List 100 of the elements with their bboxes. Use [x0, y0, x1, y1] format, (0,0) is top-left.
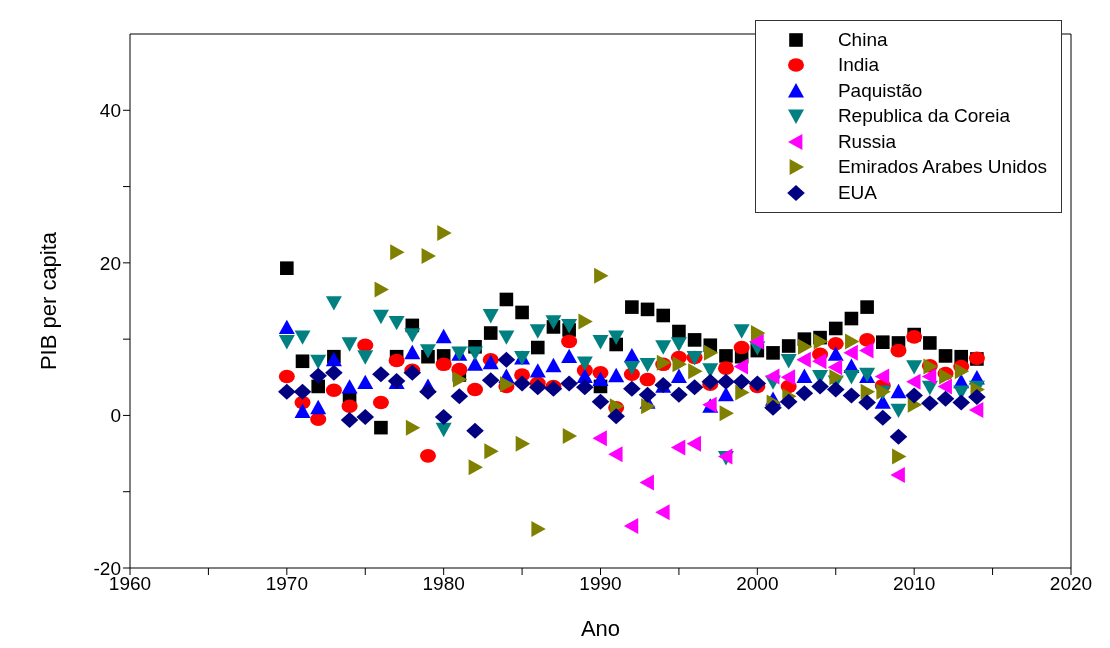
point — [640, 302, 655, 317]
point — [812, 353, 827, 370]
point — [858, 394, 876, 411]
point — [860, 300, 874, 314]
point — [390, 244, 405, 261]
point — [952, 394, 971, 411]
point — [374, 281, 389, 298]
point — [623, 518, 639, 535]
point — [513, 375, 531, 392]
point — [608, 446, 623, 463]
point — [811, 378, 829, 395]
point — [874, 409, 892, 426]
point — [889, 428, 908, 445]
point — [483, 326, 498, 340]
point — [641, 398, 656, 415]
point — [341, 399, 358, 414]
point — [795, 385, 814, 402]
point — [719, 405, 734, 422]
y-axis-title: PIB per capita — [35, 231, 61, 371]
point — [685, 379, 704, 396]
point — [576, 379, 594, 396]
point — [561, 319, 578, 334]
point — [859, 342, 874, 359]
point — [435, 357, 452, 372]
point — [733, 358, 749, 375]
point — [890, 466, 905, 483]
point — [781, 339, 796, 353]
point — [467, 356, 484, 371]
point — [468, 459, 484, 476]
point — [578, 313, 593, 330]
legend-label: Russia — [837, 130, 896, 153]
point — [670, 386, 688, 403]
point — [826, 381, 845, 398]
legend-label: EUA — [837, 181, 877, 204]
y-tick-label: 0 — [110, 405, 121, 427]
point — [732, 373, 751, 390]
point — [748, 375, 767, 392]
point — [859, 333, 876, 347]
point — [405, 419, 421, 436]
point — [528, 379, 547, 396]
point — [560, 375, 578, 392]
point — [764, 399, 782, 416]
point — [278, 335, 295, 350]
point — [750, 325, 766, 342]
point — [954, 363, 970, 380]
x-tick-label: 2010 — [893, 573, 936, 595]
point — [294, 403, 311, 419]
point — [625, 300, 639, 314]
point — [372, 366, 390, 383]
point — [735, 384, 750, 401]
point — [357, 374, 374, 390]
point — [497, 351, 516, 368]
point — [607, 408, 625, 425]
point — [515, 305, 529, 320]
point — [388, 315, 405, 331]
point — [733, 340, 750, 355]
point — [655, 504, 670, 521]
point — [311, 379, 325, 394]
point — [656, 308, 671, 323]
point — [813, 333, 829, 350]
point — [608, 330, 625, 345]
point — [592, 430, 607, 447]
point — [923, 336, 937, 350]
point — [531, 521, 546, 538]
point — [530, 340, 545, 355]
x-tick-label: 2020 — [1049, 573, 1093, 595]
point — [845, 333, 860, 350]
point — [452, 371, 468, 388]
legend-label: Republica da Coreia — [837, 105, 1011, 128]
point — [498, 330, 515, 345]
point — [670, 439, 686, 456]
point — [529, 363, 546, 378]
point — [717, 361, 734, 375]
point — [295, 354, 310, 369]
point — [717, 373, 735, 390]
point — [890, 383, 907, 399]
point — [562, 428, 578, 445]
point — [294, 330, 311, 345]
point — [434, 408, 453, 425]
point — [733, 324, 750, 339]
point — [639, 357, 656, 373]
point — [293, 383, 312, 400]
point — [404, 344, 421, 360]
point — [421, 247, 436, 264]
x-tick-label: 1970 — [265, 573, 308, 595]
x-axis-title: Ano — [580, 616, 621, 641]
x-tick-label: 2000 — [736, 573, 779, 595]
point — [860, 383, 876, 400]
point — [325, 296, 342, 311]
point — [592, 371, 609, 386]
point — [309, 367, 327, 384]
point — [779, 393, 798, 410]
point — [719, 349, 733, 363]
point — [404, 328, 421, 343]
point — [827, 346, 844, 361]
point — [876, 335, 890, 349]
point — [827, 336, 844, 351]
point — [435, 422, 452, 438]
point — [341, 337, 358, 352]
point — [780, 369, 796, 386]
